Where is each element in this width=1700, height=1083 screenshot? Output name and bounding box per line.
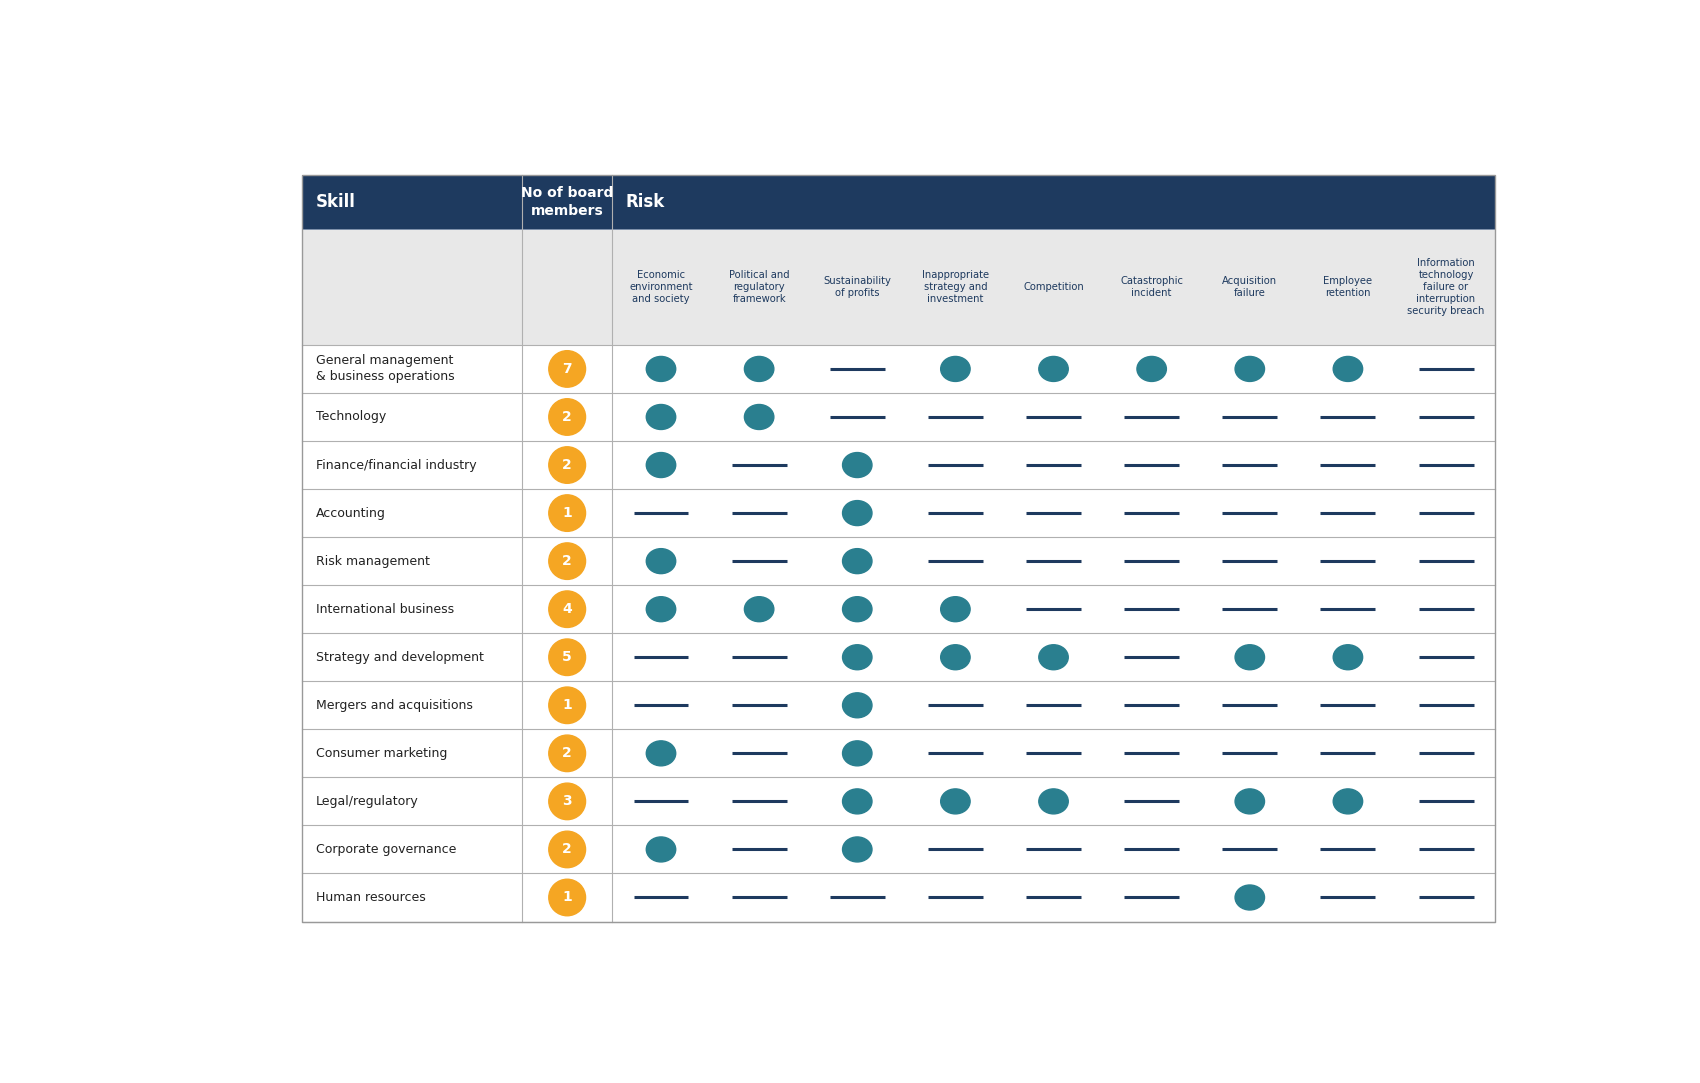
Ellipse shape <box>843 837 872 862</box>
Text: 2: 2 <box>563 554 573 569</box>
Ellipse shape <box>940 597 971 622</box>
Ellipse shape <box>1236 356 1265 381</box>
Text: Inappropriate
strategy and
investment: Inappropriate strategy and investment <box>921 270 989 304</box>
Text: Economic
environment
and society: Economic environment and society <box>629 270 694 304</box>
Text: Legal/regulatory: Legal/regulatory <box>316 795 418 808</box>
Circle shape <box>549 543 585 579</box>
Bar <box>301 825 1494 874</box>
Circle shape <box>549 639 585 676</box>
Ellipse shape <box>646 549 675 574</box>
Text: Accounting: Accounting <box>316 507 386 520</box>
Text: Technology: Technology <box>316 410 386 423</box>
Ellipse shape <box>843 788 872 814</box>
Text: Information
technology
failure or
interruption
security breach: Information technology failure or interr… <box>1408 258 1484 316</box>
Text: Acquisition
failure: Acquisition failure <box>1222 276 1277 298</box>
Ellipse shape <box>1333 644 1363 669</box>
Text: Sustainability
of profits: Sustainability of profits <box>823 276 891 298</box>
Ellipse shape <box>1236 885 1265 910</box>
Text: 2: 2 <box>563 410 573 423</box>
Text: 2: 2 <box>563 843 573 857</box>
Bar <box>301 393 1494 441</box>
Ellipse shape <box>1236 788 1265 814</box>
Text: 1: 1 <box>563 506 573 520</box>
Text: 1: 1 <box>563 890 573 904</box>
Text: Catastrophic
incident: Catastrophic incident <box>1120 276 1183 298</box>
Ellipse shape <box>940 644 971 669</box>
Text: Consumer marketing: Consumer marketing <box>316 747 447 760</box>
Circle shape <box>549 495 585 532</box>
Text: 7: 7 <box>563 362 571 376</box>
Text: Political and
regulatory
framework: Political and regulatory framework <box>729 270 789 304</box>
Ellipse shape <box>1137 356 1166 381</box>
Ellipse shape <box>745 597 774 622</box>
Text: Mergers and acquisitions: Mergers and acquisitions <box>316 699 473 712</box>
Bar <box>301 490 1494 537</box>
Text: Employee
retention: Employee retention <box>1323 276 1372 298</box>
Text: No of board
members: No of board members <box>520 186 614 218</box>
Text: Risk management: Risk management <box>316 554 430 567</box>
Ellipse shape <box>646 597 675 622</box>
Ellipse shape <box>646 356 675 381</box>
Text: 4: 4 <box>563 602 573 616</box>
Ellipse shape <box>1333 788 1363 814</box>
Circle shape <box>549 399 585 435</box>
Circle shape <box>549 447 585 483</box>
Text: General management
& business operations: General management & business operations <box>316 354 454 383</box>
Ellipse shape <box>1333 356 1363 381</box>
Bar <box>301 441 1494 490</box>
Bar <box>301 634 1494 681</box>
Text: Risk: Risk <box>626 193 665 211</box>
Text: Skill: Skill <box>316 193 355 211</box>
Bar <box>301 174 1494 922</box>
Bar <box>301 230 1494 344</box>
Ellipse shape <box>843 741 872 766</box>
Bar <box>301 729 1494 778</box>
Text: 5: 5 <box>563 650 573 664</box>
Text: Human resources: Human resources <box>316 891 425 904</box>
Circle shape <box>549 687 585 723</box>
Ellipse shape <box>646 837 675 862</box>
Circle shape <box>549 879 585 916</box>
Text: 2: 2 <box>563 746 573 760</box>
Ellipse shape <box>940 356 971 381</box>
Text: Finance/financial industry: Finance/financial industry <box>316 458 476 471</box>
Bar <box>301 344 1494 393</box>
Ellipse shape <box>646 453 675 478</box>
Ellipse shape <box>1039 356 1068 381</box>
Bar <box>301 174 1494 230</box>
Ellipse shape <box>646 404 675 430</box>
Ellipse shape <box>940 788 971 814</box>
Ellipse shape <box>843 549 872 574</box>
Ellipse shape <box>843 500 872 525</box>
Circle shape <box>549 735 585 771</box>
Text: 2: 2 <box>563 458 573 472</box>
Ellipse shape <box>745 356 774 381</box>
Ellipse shape <box>1039 644 1068 669</box>
Ellipse shape <box>745 404 774 430</box>
Ellipse shape <box>843 597 872 622</box>
Ellipse shape <box>843 453 872 478</box>
Ellipse shape <box>843 693 872 718</box>
Text: Competition: Competition <box>1023 282 1085 292</box>
Bar <box>301 585 1494 634</box>
Ellipse shape <box>1039 788 1068 814</box>
Text: 1: 1 <box>563 699 573 713</box>
Text: 3: 3 <box>563 795 571 808</box>
Circle shape <box>549 831 585 867</box>
Text: Strategy and development: Strategy and development <box>316 651 483 664</box>
Ellipse shape <box>1236 644 1265 669</box>
Text: International business: International business <box>316 603 454 616</box>
Bar <box>301 874 1494 922</box>
Circle shape <box>549 783 585 820</box>
Bar <box>301 778 1494 825</box>
Text: Corporate governance: Corporate governance <box>316 843 456 856</box>
Ellipse shape <box>646 741 675 766</box>
Bar <box>301 681 1494 729</box>
Ellipse shape <box>843 644 872 669</box>
Circle shape <box>549 591 585 627</box>
Bar <box>301 537 1494 585</box>
Circle shape <box>549 351 585 388</box>
